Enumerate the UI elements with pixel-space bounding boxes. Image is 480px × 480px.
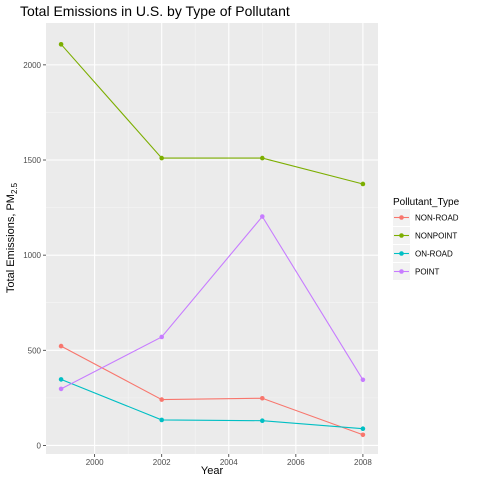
series-layer bbox=[58, 42, 366, 438]
minor-gridlines bbox=[46, 23, 378, 454]
y-tick-label: 1000 bbox=[23, 251, 41, 260]
y-tick-label: 0 bbox=[37, 441, 42, 450]
major-gridlines bbox=[46, 23, 378, 454]
series-line-non-road bbox=[60, 345, 364, 436]
legend: Pollutant_Type NON-ROAD NONPOINT ON-ROAD PO… bbox=[393, 197, 460, 280]
legend-title: Pollutant_Type bbox=[393, 197, 460, 208]
x-axis-title: Year bbox=[201, 465, 224, 477]
y-tick-label: 500 bbox=[28, 346, 42, 355]
data-point-nonpoint bbox=[159, 155, 164, 161]
y-tick-label: 2000 bbox=[23, 61, 41, 70]
legend-key-point-on-road bbox=[399, 251, 404, 256]
data-point-on-road bbox=[260, 418, 265, 423]
data-point-nonpoint bbox=[360, 181, 366, 187]
data-point-point bbox=[360, 377, 366, 383]
data-point-on-road bbox=[159, 417, 164, 423]
series-line-point bbox=[60, 215, 364, 390]
data-point-non-road bbox=[159, 397, 164, 402]
legend-label-point: POINT bbox=[415, 268, 440, 277]
chart-title: Total Emissions in U.S. by Type of Pollu… bbox=[20, 3, 290, 19]
x-tick-label: 2002 bbox=[153, 458, 171, 467]
x-tick-label: 2006 bbox=[287, 458, 305, 467]
legend-key-point-point bbox=[399, 269, 404, 274]
x-tick-label: 2008 bbox=[354, 458, 372, 467]
y-axis: 0 500 1000 1500 2000 bbox=[23, 61, 46, 450]
legend-key-point-non-road bbox=[399, 215, 404, 220]
data-point-point bbox=[58, 386, 64, 392]
x-tick-label: 2004 bbox=[220, 458, 238, 467]
data-point-point bbox=[260, 214, 265, 219]
y-axis-title: Total Emissions, PM2.5 bbox=[5, 182, 19, 293]
data-point-on-road bbox=[58, 377, 64, 382]
data-point-nonpoint bbox=[260, 155, 265, 161]
x-axis: 2000 2002 2004 2006 2008 bbox=[86, 454, 372, 467]
legend-items: NON-ROAD NONPOINT ON-ROAD POINT bbox=[393, 209, 459, 280]
data-point-non-road bbox=[360, 432, 366, 438]
series-line-nonpoint bbox=[60, 43, 364, 185]
legend-key-point-nonpoint bbox=[399, 233, 404, 238]
y-tick-label: 1500 bbox=[23, 156, 41, 165]
x-tick-label: 2000 bbox=[86, 458, 104, 467]
y-axis-title-subscript: 2.5 bbox=[10, 182, 19, 194]
data-point-point bbox=[159, 334, 164, 340]
data-point-nonpoint bbox=[58, 42, 64, 47]
series-line-on-road bbox=[60, 378, 363, 430]
data-point-on-road bbox=[360, 426, 366, 431]
legend-label-nonpoint: NONPOINT bbox=[415, 232, 457, 241]
y-axis-title-main: Total Emissions, PM bbox=[5, 194, 17, 293]
legend-label-non-road: NON-ROAD bbox=[415, 214, 459, 223]
data-point-non-road bbox=[58, 343, 64, 349]
plot-panel bbox=[46, 23, 378, 454]
data-point-non-road bbox=[260, 395, 265, 401]
legend-label-on-road: ON-ROAD bbox=[415, 250, 453, 259]
